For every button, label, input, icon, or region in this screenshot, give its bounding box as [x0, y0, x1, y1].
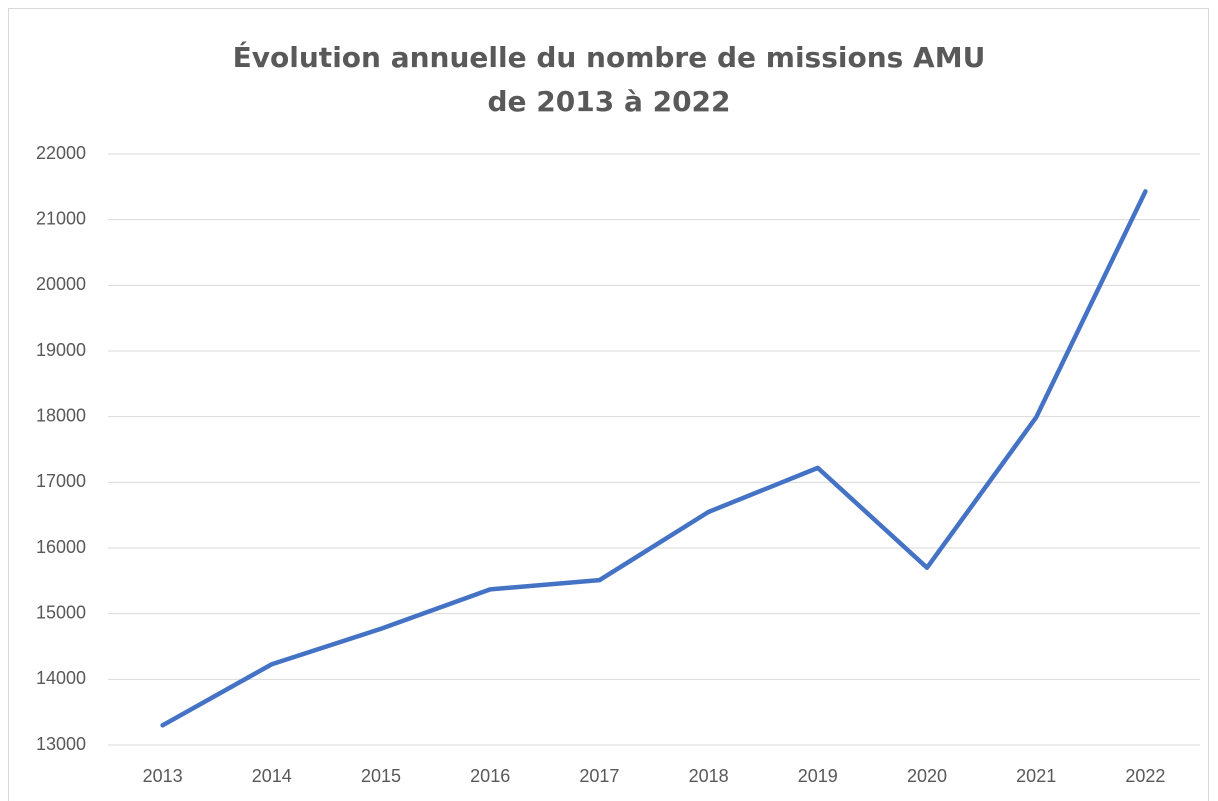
- x-tick-label: 2019: [798, 766, 838, 786]
- x-tick-label: 2016: [470, 766, 510, 786]
- chart-title: Évolution annuelle du nombre de missions…: [232, 41, 986, 118]
- y-tick-label: 14000: [36, 668, 86, 688]
- y-tick-label: 18000: [36, 405, 86, 425]
- y-tick-label: 22000: [36, 143, 86, 163]
- y-tick-label: 17000: [36, 471, 86, 491]
- chart-frame: [8, 8, 1209, 801]
- y-tick-label: 19000: [36, 340, 86, 360]
- x-tick-label: 2021: [1016, 766, 1056, 786]
- x-tick-label: 2015: [361, 766, 401, 786]
- x-tick-label: 2022: [1125, 766, 1165, 786]
- data-line: [160, 189, 1148, 728]
- y-tick-label: 13000: [36, 734, 86, 754]
- x-tick-label: 2018: [689, 766, 729, 786]
- x-tick-label: 2017: [579, 766, 619, 786]
- x-tick-label: 2020: [907, 766, 947, 786]
- y-tick-label: 15000: [36, 602, 86, 622]
- x-tick-label: 2013: [143, 766, 183, 786]
- y-tick-label: 16000: [36, 537, 86, 557]
- y-tick-label: 21000: [36, 208, 86, 228]
- x-tick-label: 2014: [252, 766, 292, 786]
- y-tick-label: 20000: [36, 274, 86, 294]
